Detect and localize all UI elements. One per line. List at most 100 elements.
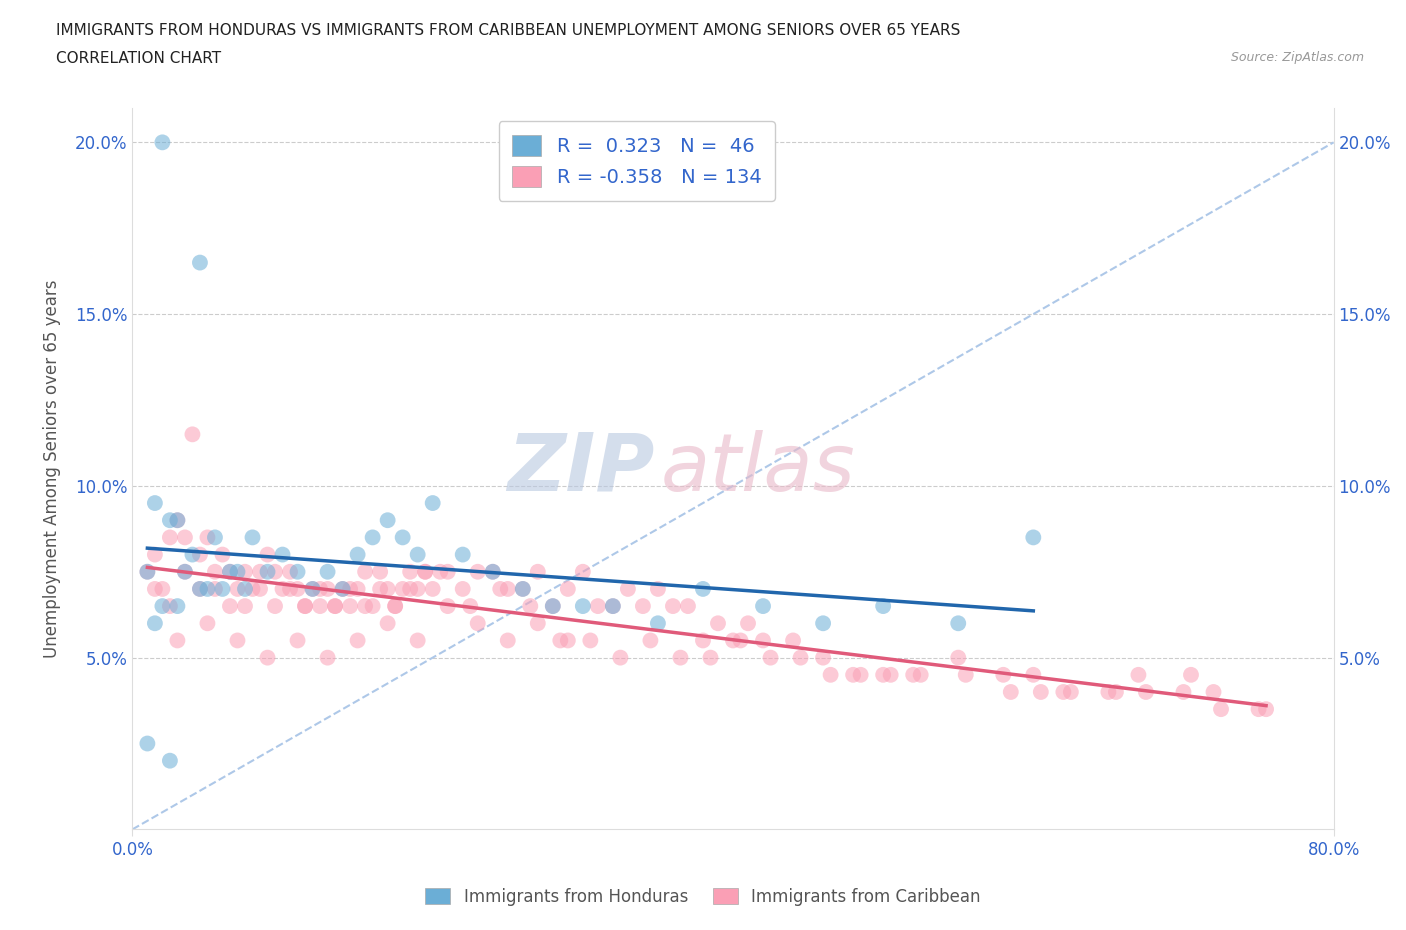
Point bbox=[159, 512, 181, 527]
Y-axis label: Unemployment Among Seniors over 65 years: Unemployment Among Seniors over 65 years bbox=[44, 279, 60, 658]
Point bbox=[811, 616, 834, 631]
Point bbox=[309, 599, 332, 614]
Point bbox=[481, 565, 503, 579]
Point bbox=[737, 616, 759, 631]
Point bbox=[602, 599, 624, 614]
Point bbox=[159, 599, 181, 614]
Point bbox=[143, 616, 166, 631]
Text: CORRELATION CHART: CORRELATION CHART bbox=[56, 51, 221, 66]
Point bbox=[256, 547, 278, 562]
Point bbox=[1022, 668, 1045, 683]
Point bbox=[166, 633, 188, 648]
Point bbox=[1105, 684, 1128, 699]
Point bbox=[256, 650, 278, 665]
Point bbox=[204, 565, 226, 579]
Point bbox=[152, 581, 174, 596]
Point bbox=[647, 581, 669, 596]
Point bbox=[316, 581, 339, 596]
Point bbox=[1097, 684, 1119, 699]
Point bbox=[406, 547, 429, 562]
Point bbox=[752, 633, 775, 648]
Point bbox=[662, 599, 685, 614]
Point bbox=[188, 581, 211, 596]
Point bbox=[557, 633, 579, 648]
Point bbox=[301, 581, 323, 596]
Text: atlas: atlas bbox=[661, 430, 856, 508]
Point bbox=[707, 616, 730, 631]
Point bbox=[271, 547, 294, 562]
Point bbox=[219, 565, 242, 579]
Point bbox=[249, 581, 271, 596]
Point bbox=[1000, 684, 1022, 699]
Point bbox=[346, 633, 368, 648]
Point bbox=[143, 496, 166, 511]
Point bbox=[1022, 530, 1045, 545]
Point bbox=[1052, 684, 1074, 699]
Point bbox=[955, 668, 977, 683]
Point bbox=[143, 581, 166, 596]
Point bbox=[1173, 684, 1195, 699]
Point bbox=[301, 581, 323, 596]
Point bbox=[572, 599, 595, 614]
Point bbox=[872, 668, 894, 683]
Point bbox=[136, 736, 159, 751]
Point bbox=[346, 547, 368, 562]
Point bbox=[752, 599, 775, 614]
Point bbox=[152, 135, 174, 150]
Point bbox=[481, 565, 503, 579]
Point bbox=[166, 512, 188, 527]
Point bbox=[264, 565, 287, 579]
Point bbox=[377, 616, 399, 631]
Point bbox=[609, 650, 631, 665]
Point bbox=[197, 581, 219, 596]
Point bbox=[406, 581, 429, 596]
Point bbox=[782, 633, 804, 648]
Point bbox=[159, 753, 181, 768]
Point bbox=[181, 547, 204, 562]
Point bbox=[602, 599, 624, 614]
Point bbox=[391, 581, 413, 596]
Point bbox=[384, 599, 406, 614]
Point bbox=[278, 581, 301, 596]
Point bbox=[233, 599, 256, 614]
Point bbox=[617, 581, 640, 596]
Point bbox=[1135, 684, 1157, 699]
Point bbox=[211, 547, 233, 562]
Point bbox=[219, 599, 242, 614]
Point bbox=[346, 581, 368, 596]
Text: Source: ZipAtlas.com: Source: ZipAtlas.com bbox=[1230, 51, 1364, 64]
Point bbox=[759, 650, 782, 665]
Point bbox=[188, 581, 211, 596]
Point bbox=[789, 650, 811, 665]
Point bbox=[676, 599, 699, 614]
Point bbox=[361, 530, 384, 545]
Point bbox=[699, 650, 721, 665]
Point bbox=[181, 427, 204, 442]
Point bbox=[204, 530, 226, 545]
Point bbox=[811, 650, 834, 665]
Point bbox=[422, 581, 444, 596]
Point bbox=[692, 633, 714, 648]
Point bbox=[527, 565, 550, 579]
Point bbox=[339, 599, 361, 614]
Point bbox=[647, 616, 669, 631]
Point bbox=[572, 565, 595, 579]
Point bbox=[519, 599, 541, 614]
Point bbox=[1254, 702, 1277, 717]
Point bbox=[872, 599, 894, 614]
Point bbox=[1060, 684, 1083, 699]
Point bbox=[242, 581, 264, 596]
Point bbox=[174, 530, 197, 545]
Point bbox=[849, 668, 872, 683]
Point bbox=[489, 581, 512, 596]
Point bbox=[226, 565, 249, 579]
Point bbox=[948, 616, 970, 631]
Point bbox=[399, 581, 422, 596]
Point bbox=[467, 616, 489, 631]
Point bbox=[226, 581, 249, 596]
Point bbox=[323, 599, 346, 614]
Point bbox=[948, 650, 970, 665]
Point bbox=[669, 650, 692, 665]
Point bbox=[901, 668, 924, 683]
Point bbox=[557, 581, 579, 596]
